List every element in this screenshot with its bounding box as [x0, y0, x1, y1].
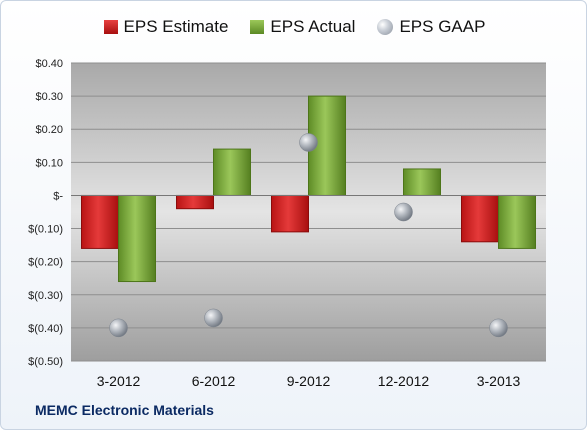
estimate-bar [271, 194, 309, 233]
x-tick-label: 12-2012 [378, 373, 430, 389]
legend-item-actual: EPS Actual [250, 17, 355, 37]
y-tick-label: $0.10 [35, 157, 63, 169]
estimate-bar [176, 194, 214, 210]
gaap-point [299, 133, 318, 152]
y-tick-label: $(0.10) [28, 224, 63, 236]
x-tick-label: 9-2012 [287, 373, 331, 389]
y-tick-label: $(0.30) [28, 290, 63, 302]
estimate-bar [461, 194, 499, 243]
y-tick-label: $- [53, 190, 63, 202]
actual-bar [403, 168, 441, 196]
company-name: MEMC Electronic Materials [35, 402, 214, 418]
y-tick-label: $0.40 [35, 58, 63, 70]
actual-bar [118, 194, 156, 283]
actual-bar [213, 148, 251, 196]
y-tick-label: $0.20 [35, 124, 63, 136]
legend: EPS Estimate EPS Actual EPS GAAP [1, 17, 586, 37]
legend-item-gaap: EPS GAAP [377, 17, 485, 37]
y-tick-label: $(0.20) [28, 257, 63, 269]
legend-label-gaap: EPS GAAP [399, 17, 486, 36]
x-tick-label: 3-2012 [97, 373, 141, 389]
gaap-point [204, 308, 223, 328]
y-tick-label: $(0.40) [28, 323, 63, 335]
estimate-bar [81, 194, 119, 249]
y-tick-label: $0.30 [35, 91, 63, 103]
gaap-point [109, 318, 128, 338]
actual-bar [498, 194, 536, 249]
x-tick-label: 6-2012 [192, 373, 236, 389]
estimate-swatch [103, 20, 118, 34]
legend-label-estimate: EPS Estimate [123, 17, 229, 36]
gaap-point [394, 202, 413, 222]
gaap-swatch [377, 19, 394, 35]
legend-label-actual: EPS Actual [270, 17, 356, 36]
x-tick-label: 3-2013 [477, 373, 521, 389]
y-tick-label: $(0.50) [28, 356, 63, 368]
gaap-point [489, 318, 508, 338]
actual-swatch [250, 20, 265, 34]
legend-item-estimate: EPS Estimate [103, 17, 229, 37]
